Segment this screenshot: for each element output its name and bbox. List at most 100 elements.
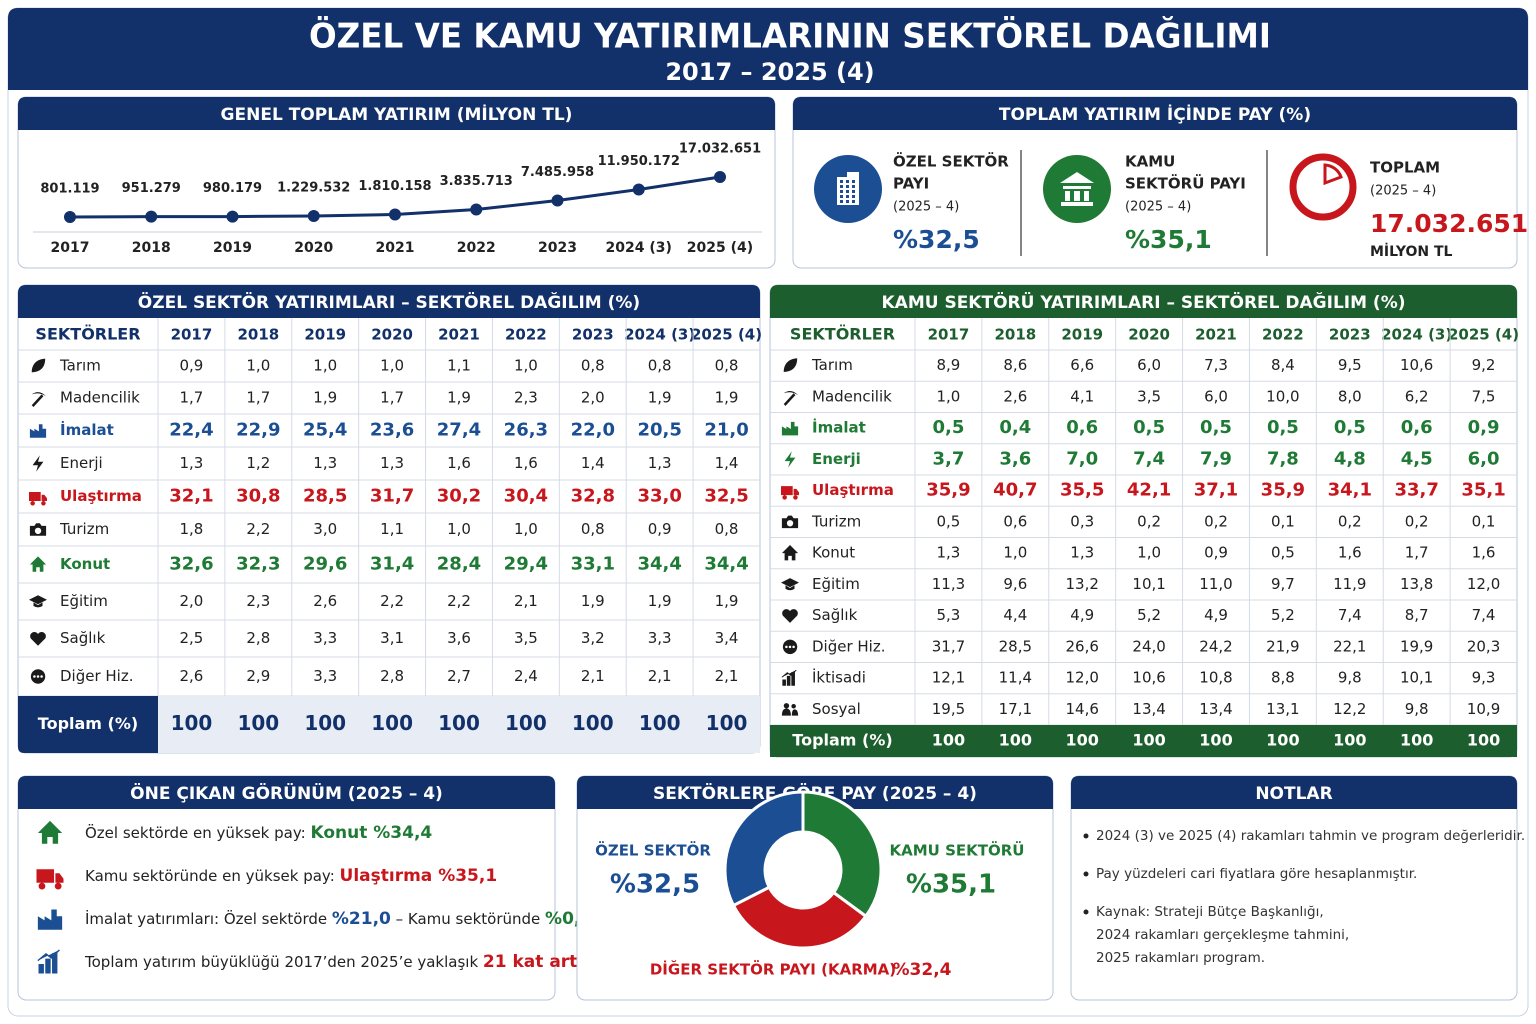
cell: 2,9 <box>246 667 270 685</box>
column-header: 2017 <box>171 326 213 344</box>
icon <box>31 392 47 407</box>
cell: 28,4 <box>437 554 481 575</box>
panel-title: GENEL TOPLAM YATIRIM (MİLYON TL) <box>221 103 573 125</box>
cell: 3,1 <box>380 629 404 647</box>
value-label: 7.485.958 <box>521 165 594 180</box>
point <box>714 171 726 183</box>
cell: 35,9 <box>1261 480 1305 501</box>
cell: 2,6 <box>313 592 337 610</box>
column-header: 2018 <box>994 326 1036 344</box>
total-cell: 100 <box>304 711 346 735</box>
row-name: İmalat <box>60 420 114 439</box>
icon-shape <box>782 609 798 623</box>
cell: 32,3 <box>236 554 280 575</box>
cell: 1,0 <box>514 357 538 375</box>
cell: 6,6 <box>1070 356 1094 374</box>
cell: 8,6 <box>1003 356 1027 374</box>
cell: 19,5 <box>932 700 965 718</box>
cell: 25,4 <box>303 420 347 441</box>
cell: 1,9 <box>648 592 672 610</box>
point <box>470 203 483 216</box>
cell: 11,4 <box>999 669 1032 687</box>
cell: 1,8 <box>180 520 204 538</box>
cell: 12,0 <box>1467 575 1500 593</box>
cell: 35,5 <box>1060 480 1104 501</box>
x-tick-label: 2017 <box>51 240 90 256</box>
highlight-emphasis: 21 kat arttı. <box>483 952 598 972</box>
column-header: 2023 <box>1329 326 1371 344</box>
cell: 2,6 <box>180 667 204 685</box>
highlight-part: Toplam yatırım büyüklüğü 2017’den 2025’e… <box>84 953 483 971</box>
icon-shape <box>781 703 799 716</box>
row-name: Sağlık <box>60 629 106 647</box>
cell: 0,2 <box>1405 512 1429 530</box>
panel-title: TOPLAM YATIRIM İÇİNDE PAY (%) <box>999 103 1311 125</box>
cell: 0,6 <box>1003 512 1027 530</box>
page-subtitle: 2017 – 2025 (4) <box>665 58 874 86</box>
total-cell: 100 <box>1467 731 1500 750</box>
icon-dot <box>785 645 788 649</box>
x-tick-label: 2019 <box>213 240 252 256</box>
cell: 1,3 <box>180 454 204 472</box>
cell: 29,6 <box>303 554 347 575</box>
share-icon <box>1060 172 1094 206</box>
cell: 35,1 <box>1461 480 1505 501</box>
cell: 9,3 <box>1472 669 1496 687</box>
panel-title: KAMU SEKTÖRÜ YATIRIMLARI – SEKTÖREL DAĞI… <box>881 291 1405 313</box>
window <box>840 185 843 188</box>
icon <box>29 523 47 536</box>
window <box>846 200 849 203</box>
cell: 11,0 <box>1199 575 1232 593</box>
icon-dot <box>40 675 43 678</box>
window <box>846 190 849 193</box>
icon-shape <box>783 358 798 372</box>
cell: 0,6 <box>1401 417 1433 438</box>
cell: 12,2 <box>1333 700 1366 718</box>
window <box>846 180 849 183</box>
total-name: Toplam (%) <box>38 714 138 733</box>
bullet <box>1083 871 1089 877</box>
column-header: 2023 <box>572 326 614 344</box>
cell: 35,9 <box>926 480 970 501</box>
cell: 13,4 <box>1199 700 1232 718</box>
cell: 5,3 <box>937 606 961 624</box>
cell: 1,6 <box>1472 544 1496 562</box>
cell: 11,9 <box>1333 575 1366 593</box>
cell: 3,7 <box>932 448 964 469</box>
note-text: Kaynak: Strateji Bütçe Başkanlığı, <box>1096 904 1324 920</box>
window <box>846 195 849 198</box>
icon-shape <box>781 515 799 529</box>
cell: 20,5 <box>637 420 681 441</box>
cell: 5,2 <box>1271 606 1295 624</box>
column-header: 2022 <box>1262 326 1304 344</box>
cell: 6,0 <box>1204 387 1228 405</box>
row-name: Enerji <box>812 450 861 468</box>
cell: 23,6 <box>370 420 414 441</box>
cell: 34,1 <box>1328 480 1372 501</box>
value-label: 1.229.532 <box>277 180 350 195</box>
cell: 22,4 <box>169 420 213 441</box>
cell: 3,3 <box>313 629 337 647</box>
row-name: Tarım <box>59 357 101 375</box>
icon-shape <box>31 358 46 373</box>
cell: 34,4 <box>704 554 748 575</box>
cell: 24,2 <box>1199 637 1232 655</box>
cell: 21,0 <box>704 420 748 441</box>
pie-label: KAMU SEKTÖRÜ <box>890 841 1025 860</box>
cell: 0,8 <box>648 357 672 375</box>
icon-shape <box>781 545 799 561</box>
cell: 4,5 <box>1401 448 1433 469</box>
value-label: 1.810.158 <box>358 179 431 194</box>
cell: 2,0 <box>581 389 605 407</box>
highlight-part: İmalat yatırımları: Özel sektörde <box>85 909 332 928</box>
icon <box>37 949 60 974</box>
cell: 9,7 <box>1271 575 1295 593</box>
column-header: 2018 <box>237 326 279 344</box>
cell: 26,3 <box>504 420 548 441</box>
share-icon-ring <box>1289 153 1357 221</box>
icon-shape <box>781 578 799 591</box>
highlight-text: Kamu sektöründe en yüksek pay: Ulaştırma… <box>85 866 497 886</box>
value-label: 3.835.713 <box>440 174 513 189</box>
cell: 31,4 <box>370 554 414 575</box>
cell: 1,9 <box>313 389 337 407</box>
